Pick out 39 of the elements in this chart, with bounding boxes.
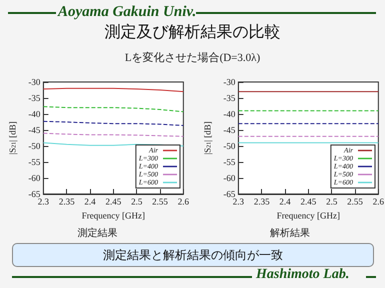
y-tick-label: -50 <box>28 141 41 151</box>
y-tick-label: -55 <box>28 157 41 167</box>
y-tick-label: -55 <box>223 157 236 167</box>
x-tick-label: 2.6 <box>178 196 190 206</box>
y-tick-label: -40 <box>223 109 236 119</box>
x-axis-title: Frequency [GHz] <box>276 210 340 220</box>
x-tick-label: 2.35 <box>254 196 270 206</box>
y-tick-label: -45 <box>223 125 236 135</box>
y-tick-label: -60 <box>28 173 41 183</box>
y-tick-label: -65 <box>223 189 236 199</box>
x-tick-label: 2.3 <box>38 196 50 206</box>
x-tick-label: 2.55 <box>347 196 364 206</box>
x-tick-label: 2.35 <box>58 196 76 206</box>
y-tick-label: -65 <box>28 189 41 199</box>
y-tick-label: -30 <box>28 77 41 87</box>
x-tick-label: 2.4 <box>84 196 96 206</box>
x-tick-label: 2.3 <box>232 196 245 206</box>
chart-subtitle: Lを変化させた場合(D=3.0λ) <box>124 50 262 65</box>
y-tick-label: -50 <box>223 141 236 151</box>
y-tick-label: -45 <box>28 125 41 135</box>
text: 解析結果 <box>269 226 311 240</box>
chart-title: 測定及び解析結果の比較 <box>104 22 282 43</box>
text: 測定結果 <box>76 226 118 240</box>
y-tick-label: -35 <box>223 93 236 103</box>
x-tick-label: 2.4 <box>279 196 292 206</box>
x-axis-title: Frequency [GHz] <box>82 210 146 220</box>
text: Aoyama Gakuin Univ. <box>58 4 196 21</box>
y-tick-label: -40 <box>28 109 41 119</box>
x-tick-label: 2.5 <box>326 196 338 206</box>
x-tick-label: 2.55 <box>152 196 168 206</box>
y-tick-label: -60 <box>223 173 236 183</box>
x-tick-label: 2.6 <box>372 196 384 206</box>
x-tick-label: 2.5 <box>131 196 143 206</box>
x-tick-label: 2.45 <box>106 196 122 206</box>
text: Hashimoto Lab. <box>256 267 350 283</box>
y-tick-label: -35 <box>28 93 41 103</box>
text: 測定結果と解析結果の傾向が一致 <box>12 243 374 267</box>
x-tick-label: 2.45 <box>300 196 317 206</box>
y-tick-label: -30 <box>223 77 236 87</box>
